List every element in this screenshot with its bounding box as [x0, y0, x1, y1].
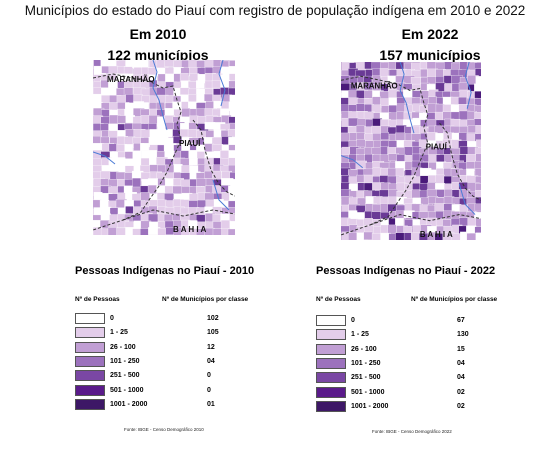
legend-swatch: [75, 355, 105, 367]
legend-count-value: 02: [457, 388, 465, 396]
legend-col-class: Nº de Pessoas: [316, 296, 361, 303]
legend-swatch: [75, 313, 105, 324]
municipality-count: 157 municípios: [379, 47, 481, 63]
legend-class-label: 501 - 1000: [351, 388, 385, 396]
legend-class-label: 251 - 500: [110, 372, 140, 380]
legend-class-label: 101 - 250: [351, 359, 381, 367]
legend-class-label: 251 - 500: [351, 374, 381, 382]
panel-2010: Em 2010 122 municípios: [28, 26, 288, 64]
legend-col-count: Nº de Municípios por classe: [162, 296, 249, 303]
legend-count-value: 01: [207, 400, 215, 408]
label-bahia: B A H I A: [420, 230, 453, 239]
legend-class-label: 26 - 100: [110, 343, 136, 351]
legend-row: 26 - 100 12: [75, 341, 225, 354]
legend-row: 1001 - 2000 01: [75, 398, 225, 411]
label-maranhao: MARANHÃO: [351, 81, 398, 90]
legend-class-label: 0: [110, 315, 114, 322]
legend-count-value: 130: [457, 331, 469, 339]
legend-swatch: [316, 357, 346, 369]
legend-swatch: [75, 327, 105, 339]
legend-col-class: Nº de Pessoas: [75, 296, 120, 303]
legend-row: 1001 - 2000 02: [316, 400, 466, 413]
legend-swatch: [316, 343, 346, 355]
legend-row: 1 - 25 105: [75, 327, 225, 339]
label-piaui: PIAUÍ: [426, 142, 448, 151]
legend-count-value: 102: [207, 315, 219, 322]
page-title: Municípios do estado do Piauí com regist…: [24, 3, 526, 18]
legend-row: 251 - 500 0: [75, 370, 225, 382]
legend-swatch: [75, 370, 105, 382]
legend-row: 0 67: [316, 315, 466, 327]
legend-class-label: 1001 - 2000: [351, 402, 389, 410]
legend-swatch: [75, 384, 105, 396]
legend-count-value: 04: [457, 374, 465, 382]
legend-class-label: 1001 - 2000: [110, 400, 148, 408]
legend-row: 1 - 25 130: [316, 329, 469, 341]
legend-class-label: 1 - 25: [110, 329, 128, 337]
year-label: Em 2010: [129, 26, 187, 42]
legend-count-value: 12: [207, 343, 215, 351]
source-note: Fonte: IBGE - Censo Demográfico 2022: [372, 429, 452, 434]
legend-row: 251 - 500 04: [316, 372, 466, 384]
legend-swatch: [316, 329, 346, 341]
legend-class-label: 501 - 1000: [110, 386, 144, 394]
legend-class-label: 26 - 100: [351, 345, 377, 353]
legend-swatch: [75, 341, 105, 353]
label-bahia: B A H I A: [173, 225, 207, 234]
legend-count-value: 0: [207, 386, 211, 394]
panel-2022: Em 2022 157 municípios: [300, 26, 550, 64]
legend-row: 101 - 250 04: [316, 357, 466, 370]
legend-title: Pessoas Indígenas no Piauí - 2022: [316, 265, 496, 277]
legend-title: Pessoas Indígenas no Piauí - 2010: [75, 265, 255, 277]
legend-col-count: Nº de Municípios por classe: [411, 296, 498, 303]
source-note: Fonte: IBGE - Censo Demográfico 2010: [124, 427, 204, 432]
legend-swatch: [316, 400, 346, 412]
legend-swatch: [316, 372, 346, 384]
year-label: Em 2022: [401, 26, 459, 42]
label-piaui: PIAUÍ: [179, 139, 201, 148]
legend-count-value: 02: [457, 402, 465, 410]
legend-row: 0 102: [75, 313, 225, 325]
legend-row: 501 - 1000 0: [75, 384, 225, 397]
legend-count-value: 105: [207, 329, 219, 337]
map-2022: MARANHÃO PIAUÍ B A H I A: [341, 62, 481, 240]
legend-count-value: 67: [457, 317, 465, 324]
legend-swatch: [75, 398, 105, 410]
legend-row: 26 - 100 15: [316, 343, 466, 356]
legend-class-label: 101 - 250: [110, 357, 140, 365]
legend-count-value: 15: [457, 345, 465, 353]
legend-class-label: 0: [351, 317, 355, 324]
label-maranhao: MARANHÃO: [107, 75, 155, 84]
legend-count-value: 04: [207, 357, 215, 365]
legend-count-value: 04: [457, 359, 465, 367]
legend-class-label: 1 - 25: [351, 331, 369, 339]
legend-count-value: 0: [207, 372, 211, 380]
legend-row: 501 - 1000 02: [316, 386, 466, 399]
legend-swatch: [316, 315, 346, 326]
municipality-count: 122 municípios: [107, 47, 209, 63]
map-2010: MARANHÃO PIAUÍ B A H I A: [93, 60, 235, 235]
legend-row: 101 - 250 04: [75, 355, 225, 368]
legend-swatch: [316, 386, 346, 398]
